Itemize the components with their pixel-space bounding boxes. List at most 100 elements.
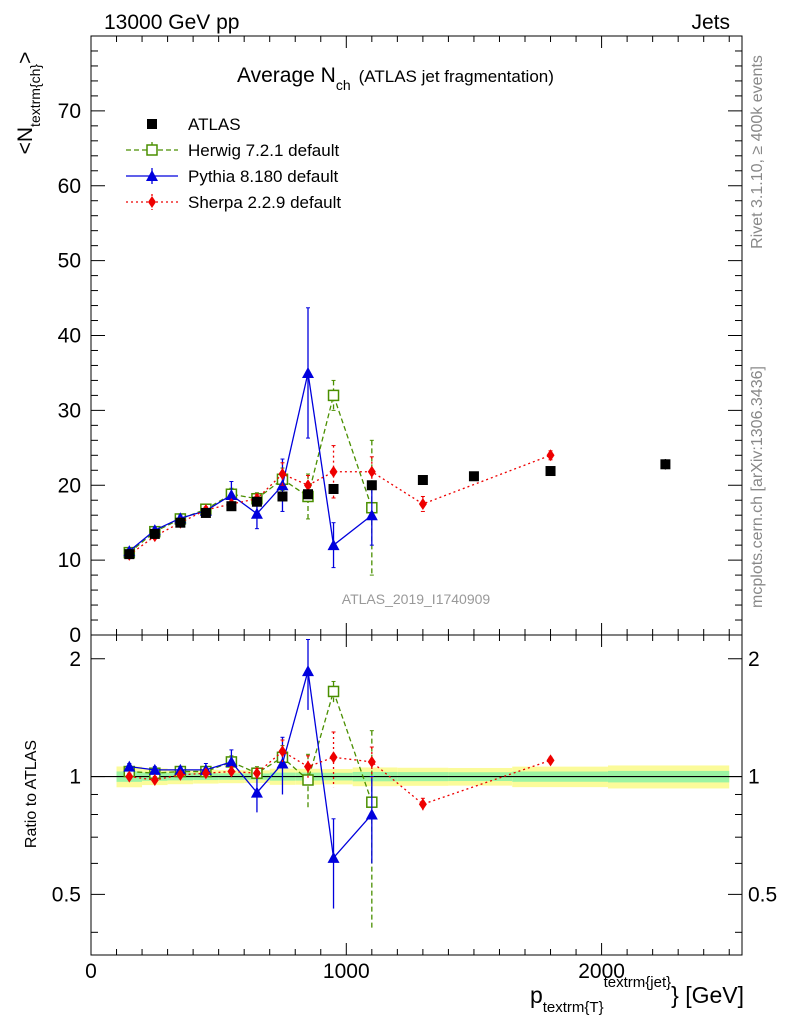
data-point (200, 507, 211, 518)
y-tick-label: 50 (58, 250, 81, 273)
data-point (328, 483, 339, 494)
data-point (304, 760, 312, 773)
data-point (276, 757, 289, 769)
ratio-y-tick-label: 2 (69, 648, 81, 671)
series-1 (123, 379, 378, 929)
y-tick-label: 0 (69, 624, 81, 647)
data-point (175, 517, 186, 528)
series-line (128, 393, 373, 554)
x-axis-title: ptextrm{T}textrm{jet}} [GeV] (530, 974, 744, 1016)
data-point (250, 507, 263, 519)
data-point (125, 770, 134, 783)
data-point (545, 466, 556, 477)
data-point (660, 459, 671, 470)
series-0 (124, 459, 671, 560)
x-axis-title-main: p (530, 982, 543, 1008)
title-main: Average N (237, 64, 336, 87)
data-point (365, 808, 378, 820)
data-point (227, 765, 236, 778)
data-point (327, 851, 340, 863)
ratio-y-tick-label-right: 2 (748, 648, 760, 671)
data-point (417, 475, 428, 486)
data-point (418, 497, 427, 510)
legend-label: Pythia 8.180 default (188, 167, 339, 186)
ratio-series-line (129, 689, 373, 803)
data-point (146, 170, 158, 181)
x-axis-title-end: } [GeV] (671, 982, 744, 1008)
ratio-y-axis-title: Ratio to ATLAS (23, 740, 40, 848)
data-point (225, 755, 238, 767)
data-point (365, 509, 378, 521)
y-tick-label: 70 (58, 100, 81, 123)
ratio-y-tick-label-right: 1 (748, 766, 760, 789)
data-point (277, 491, 288, 502)
data-point (327, 685, 340, 698)
data-point (302, 665, 314, 677)
series-group (123, 307, 671, 929)
header-right: Jets (691, 11, 730, 34)
data-point (225, 488, 238, 500)
data-point (252, 767, 261, 780)
data-point (124, 549, 135, 560)
data-point (367, 755, 376, 768)
data-point (329, 751, 338, 764)
chart-title: Average Nch (ATLAS jet fragmentation) (237, 64, 554, 93)
ratio-y-tick-label: 0.5 (52, 883, 81, 906)
y-axis-title-main: <N (14, 127, 37, 154)
x-tick-label: 0 (85, 960, 97, 983)
y-tick-label: 40 (58, 325, 81, 348)
y-tick-label: 10 (58, 549, 81, 572)
data-point (148, 763, 161, 775)
mcplots-label: mcplots.cern.ch [arXiv:1306.3436] (749, 366, 766, 608)
y-tick-label: 60 (58, 175, 81, 198)
data-point (278, 745, 287, 758)
y-tick-label: 30 (58, 399, 81, 422)
header-left: 13000 GeV pp (104, 11, 239, 34)
data-point (147, 119, 157, 129)
data-point (329, 465, 338, 478)
legend-entry-3: Sherpa 2.2.9 default (126, 193, 341, 212)
legend-label: Sherpa 2.2.9 default (188, 193, 341, 212)
data-point (201, 767, 210, 780)
y-axis-title: <Ntextrm{ch}> (14, 52, 43, 155)
data-point (418, 798, 427, 811)
series-line (128, 372, 373, 552)
legend-entry-1: Herwig 7.2.1 default (126, 141, 339, 160)
legend: ATLAS Herwig 7.2.1 default Pythia 8.180 de… (126, 115, 341, 212)
x-axis-title-sub: textrm{T} (543, 999, 604, 1016)
data-point (250, 786, 263, 798)
data-point (149, 528, 160, 539)
data-point (251, 496, 262, 507)
legend-label: ATLAS (188, 115, 241, 134)
data-point (148, 196, 156, 208)
ratio-y-tick-label-right: 0.5 (748, 883, 777, 906)
legend-entry-2: Pythia 8.180 default (126, 167, 339, 186)
ratio-series-line (129, 750, 551, 805)
data-point (304, 479, 312, 492)
legend-label: Herwig 7.2.1 default (188, 141, 339, 160)
axes-group: 0 1000 2000 0 10 20 30 40 50 60 70 0.5 0.5 1 1 2 2 (52, 35, 777, 983)
x-tick-label: 1000 (323, 960, 370, 983)
y-axis-title-sub: textrm{ch} (27, 64, 43, 127)
ratio-y-tick-label: 1 (69, 766, 81, 789)
data-point (302, 366, 314, 378)
data-point (146, 144, 158, 156)
data-point (303, 489, 313, 500)
series-3 (125, 445, 555, 811)
data-point (327, 389, 340, 402)
data-point (226, 501, 237, 512)
analysis-label: ATLAS_2019_I1740909 (342, 591, 491, 607)
data-point (278, 468, 287, 481)
x-axis-title-sup: textrm{jet} (604, 974, 672, 991)
data-point (327, 539, 340, 551)
legend-entry-0: ATLAS (147, 115, 241, 134)
data-point (546, 754, 555, 767)
y-axis-title-end: > (14, 52, 37, 64)
x-tick-label: 2000 (578, 960, 625, 983)
data-point (123, 760, 136, 772)
title-sub: ch (336, 77, 351, 93)
data-point (150, 773, 159, 786)
series-2 (123, 307, 378, 909)
data-point (546, 449, 555, 462)
